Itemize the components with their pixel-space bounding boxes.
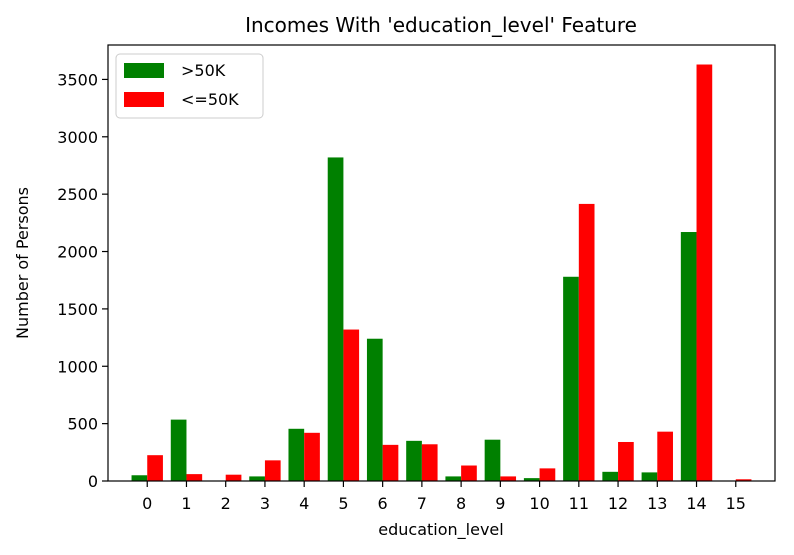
bar-le50k-8 bbox=[461, 465, 477, 481]
bar-le50k-7 bbox=[421, 444, 438, 481]
bar-le50k-3 bbox=[264, 460, 281, 481]
bar-le50k-0 bbox=[147, 455, 163, 481]
plot-frame bbox=[107, 44, 776, 482]
bar-le50k-5 bbox=[343, 329, 360, 481]
x-tick-label: 15 bbox=[726, 494, 746, 513]
bar-le50k-10 bbox=[539, 468, 556, 481]
chart-title: Incomes With 'education_level' Feature bbox=[245, 13, 637, 37]
bar-gt50k-11 bbox=[563, 276, 579, 481]
bar-gt50k-10 bbox=[523, 478, 540, 481]
bar-gt50k-8 bbox=[445, 476, 462, 481]
bars-group bbox=[131, 64, 752, 481]
y-tick-label: 1000 bbox=[57, 357, 98, 376]
bar-le50k-12 bbox=[618, 441, 634, 481]
x-tick-label: 7 bbox=[417, 494, 427, 513]
y-tick-label: 3000 bbox=[57, 128, 98, 147]
legend-swatch bbox=[124, 63, 164, 78]
bar-le50k-6 bbox=[382, 444, 399, 481]
x-tick-label: 2 bbox=[221, 494, 231, 513]
x-tick-label: 9 bbox=[495, 494, 505, 513]
legend-swatch bbox=[124, 92, 164, 107]
y-tick-label: 3500 bbox=[57, 70, 98, 89]
x-axis: 0 1 2 3 4 5 6 7 8 9 10 11 12 13 14 15 bbox=[142, 481, 746, 513]
x-tick-label: 8 bbox=[456, 494, 466, 513]
bar-gt50k-1 bbox=[170, 419, 187, 481]
bar-gt50k-4 bbox=[288, 428, 305, 481]
bar-gt50k-3 bbox=[249, 476, 265, 481]
legend-label: <=50K bbox=[181, 90, 239, 109]
y-tick-label: 2000 bbox=[57, 243, 98, 262]
y-axis-label: Number of Persons bbox=[13, 187, 32, 339]
y-tick-label: 500 bbox=[67, 415, 98, 434]
x-tick-label: 1 bbox=[181, 494, 191, 513]
bar-gt50k-6 bbox=[366, 338, 383, 481]
x-tick-label: 4 bbox=[299, 494, 309, 513]
x-tick-label: 6 bbox=[378, 494, 388, 513]
bar-le50k-13 bbox=[657, 431, 673, 481]
bar-gt50k-5 bbox=[327, 157, 344, 481]
x-tick-label: 12 bbox=[608, 494, 628, 513]
x-tick-label: 5 bbox=[338, 494, 348, 513]
bar-le50k-9 bbox=[500, 476, 517, 481]
x-tick-label: 10 bbox=[529, 494, 549, 513]
bar-gt50k-7 bbox=[406, 440, 422, 481]
x-tick-label: 14 bbox=[686, 494, 706, 513]
bar-le50k-1 bbox=[186, 474, 203, 481]
legend-label: >50K bbox=[181, 61, 226, 80]
bar-gt50k-0 bbox=[131, 475, 148, 481]
x-tick-label: 0 bbox=[142, 494, 152, 513]
bar-le50k-15 bbox=[735, 479, 752, 481]
bar-gt50k-14 bbox=[680, 232, 697, 481]
x-tick-label: 3 bbox=[260, 494, 270, 513]
x-axis-label: education_level bbox=[378, 520, 503, 540]
bar-le50k-11 bbox=[578, 203, 595, 481]
bar-gt50k-13 bbox=[641, 472, 658, 481]
x-tick-label: 13 bbox=[647, 494, 667, 513]
y-axis: 0 500 1000 1500 2000 2500 3000 3500 bbox=[57, 70, 108, 491]
y-tick-label: 0 bbox=[88, 472, 98, 491]
x-tick-label: 11 bbox=[569, 494, 589, 513]
bar-le50k-4 bbox=[304, 432, 320, 481]
bar-le50k-2 bbox=[225, 474, 242, 481]
bar-le50k-14 bbox=[696, 64, 713, 481]
legend: >50K <=50K bbox=[115, 53, 264, 119]
bar-gt50k-9 bbox=[484, 439, 501, 481]
y-tick-label: 2500 bbox=[57, 185, 98, 204]
y-tick-label: 1500 bbox=[57, 300, 98, 319]
bar-gt50k-12 bbox=[602, 471, 619, 481]
